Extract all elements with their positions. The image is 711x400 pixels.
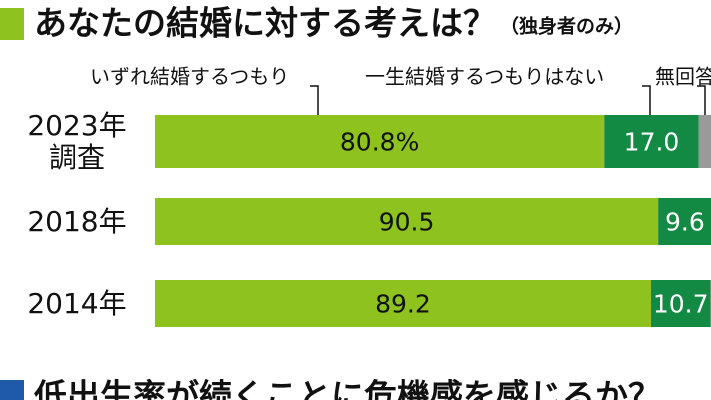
chart-subtitle: （独身者のみ） <box>500 15 633 38</box>
next-heading-marker <box>0 380 24 400</box>
legend-label: いずれ結婚するつもり <box>90 65 289 89</box>
legend-label: 一生結婚するつもりはない <box>365 65 604 89</box>
bar-segment <box>155 198 659 245</box>
value-label: 9.6 <box>665 208 705 237</box>
chart-title: あなたの結婚に対する考えは？ <box>34 4 496 43</box>
category-label: 2018年 <box>27 204 127 238</box>
next-heading: 低出生率が続くことに危機感を感じるか？ <box>34 377 661 400</box>
bar-segment <box>155 280 651 327</box>
category-label: 2023年 調査 <box>27 108 127 174</box>
category-label: 2014年 <box>27 286 127 320</box>
bar-segment <box>155 115 605 168</box>
title-marker <box>0 8 24 40</box>
bar-segment <box>650 280 711 327</box>
value-label: 89.2 <box>375 290 431 319</box>
legend-label: 無回答 <box>655 65 711 89</box>
leader-line <box>310 85 319 115</box>
bar-segment <box>604 115 699 168</box>
value-label: 80.8% <box>340 128 419 157</box>
bar-segment <box>658 198 711 245</box>
value-label: 17.0 <box>624 128 680 157</box>
leader-line <box>697 85 706 115</box>
value-label: 90.5 <box>379 208 435 237</box>
value-label: 10.7 <box>653 290 709 319</box>
bar-segment <box>698 115 711 168</box>
leader-line <box>642 85 651 115</box>
